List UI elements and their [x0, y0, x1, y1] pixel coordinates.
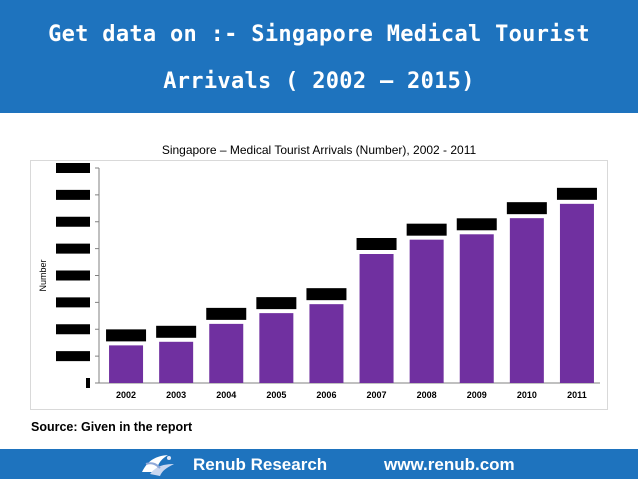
x-tick-label: 2005 [266, 390, 286, 400]
source-note: Source: Given in the report [31, 420, 193, 434]
footer-bar [0, 449, 638, 479]
data-label-redacted [206, 307, 247, 320]
y-axis-label: Number [38, 259, 48, 291]
y-tick-label-redacted [56, 216, 90, 227]
bar-2002 [109, 345, 144, 383]
bird-logo-icon [142, 455, 174, 476]
bar-chart: Number 2002 2003 2004 2005 2006 2007 2008 2009 20… [30, 160, 608, 410]
footer-url[interactable]: www.renub.com [384, 455, 515, 474]
y-tick-label-redacted [56, 297, 90, 308]
y-tick-label-redacted [86, 378, 90, 388]
bar-2009 [459, 234, 494, 383]
bar-2006 [309, 304, 344, 383]
bar-2010 [509, 218, 544, 383]
bar-2004 [209, 323, 244, 383]
data-label-redacted [556, 187, 597, 200]
x-tick-label: 2004 [216, 390, 236, 400]
y-tick-label-redacted [56, 351, 90, 362]
y-tick-label-redacted [56, 324, 90, 335]
x-tick-label: 2006 [316, 390, 336, 400]
x-tick-label: 2009 [467, 390, 487, 400]
x-tick-label: 2002 [116, 390, 136, 400]
header-banner: Get data on :- Singapore Medical Tourist… [0, 0, 638, 113]
page-title-line-2: Arrivals ( 2002 – 2015) [163, 69, 475, 94]
x-tick-label: 2008 [417, 390, 437, 400]
data-label-redacted [356, 238, 397, 250]
y-tick-label-redacted [56, 243, 90, 254]
chart-area: Number 2002 2003 2004 2005 2006 2007 2008 2009 20… [30, 160, 608, 410]
x-tick-label: 2003 [166, 390, 186, 400]
data-label-redacted [406, 223, 447, 236]
y-tick-label-redacted [56, 270, 90, 281]
x-tick-label: 2011 [567, 390, 587, 400]
x-tick-label: 2007 [367, 390, 387, 400]
data-label-redacted [156, 325, 197, 338]
x-tick-label: 2010 [517, 390, 537, 400]
bar-2011 [559, 203, 594, 383]
y-tick-label-redacted [56, 163, 90, 173]
footer-company-name: Renub Research [193, 455, 328, 474]
data-label-redacted [106, 329, 147, 342]
bar-2003 [159, 341, 194, 383]
bar-2008 [409, 239, 444, 383]
data-label-redacted [256, 297, 297, 310]
bar-2005 [259, 313, 294, 383]
chart-frame [30, 160, 608, 410]
chart-title: Singapore – Medical Tourist Arrivals (Nu… [161, 143, 477, 157]
data-label-redacted [506, 202, 547, 215]
data-label-redacted [456, 218, 497, 231]
y-tick-label-redacted [56, 189, 90, 200]
page-title-line-1: Get data on :- Singapore Medical Tourist [48, 22, 590, 47]
data-label-redacted [306, 288, 347, 301]
bar-2007 [359, 254, 394, 383]
